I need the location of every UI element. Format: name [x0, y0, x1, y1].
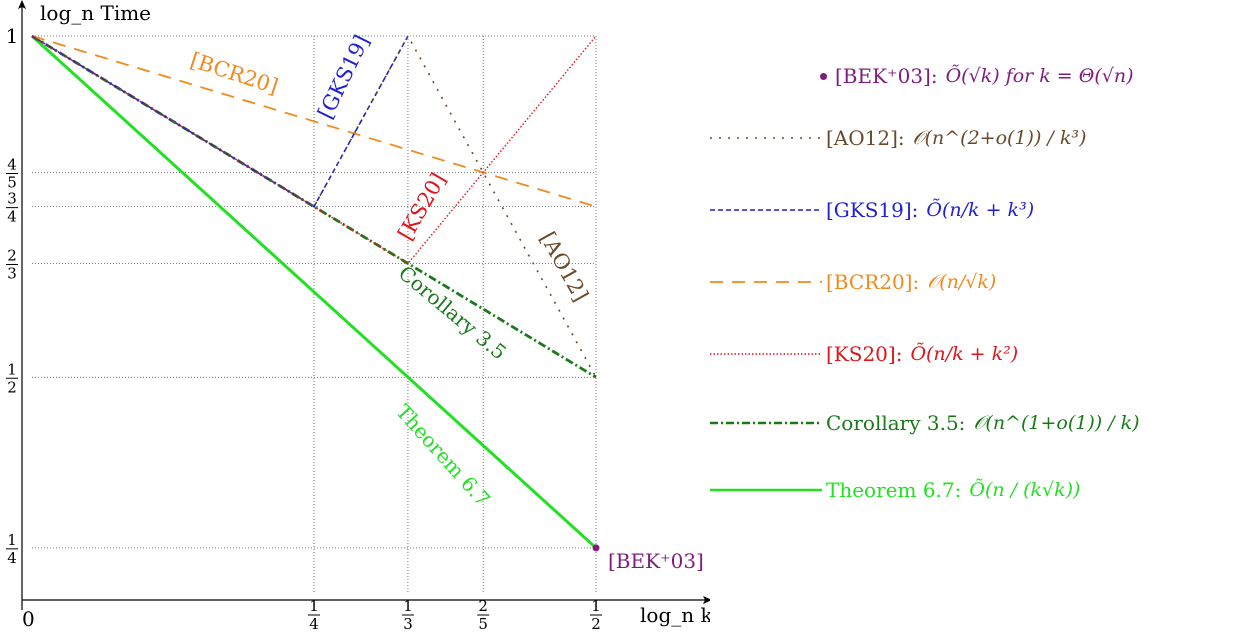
- y-tick-label-3-den: 3: [7, 264, 17, 282]
- y-tick-label-1-den: 5: [7, 174, 17, 192]
- legend-formula-ao12: 𝒪(n^(2+o(1)) / k³): [912, 127, 1087, 149]
- legend-item-ao12: [AO12]: 𝒪(n^(2+o(1)) / k³): [710, 118, 1086, 158]
- series-label-bcr20: [BCR20]: [187, 48, 281, 99]
- x-tick-label-3-num: 1: [591, 597, 601, 615]
- series-line-overlay: [31, 35, 315, 208]
- series-label-theorem: Theorem 6.7: [391, 399, 495, 511]
- x-axis-label: log_n k: [640, 603, 710, 627]
- series-label-gks19: [GKS19]: [313, 31, 374, 122]
- legend-item-gks19: [GKS19]: Õ(n/k + k³): [710, 190, 1034, 230]
- series-label-ao12: [AO12]: [535, 228, 593, 306]
- legend-line-ks20: [710, 353, 822, 355]
- series-point-bek03: [592, 544, 600, 552]
- x-axis-arrow: [703, 596, 710, 604]
- legend-label-ks20: [KS20]:: [826, 342, 903, 366]
- origin-label: 0: [22, 607, 35, 631]
- legend-item-ks20: [KS20]: Õ(n/k + k²): [710, 334, 1018, 374]
- series-line--bcr20-: [31, 35, 597, 208]
- legend-formula-theorem: Õ(n / (k√k)): [969, 479, 1081, 501]
- y-tick-label-5-den: 4: [7, 549, 17, 567]
- legend-line-corollary: [710, 421, 822, 425]
- legend-line-gks19: [710, 209, 822, 211]
- series-line--ks20-: [31, 35, 597, 265]
- legend-item-bcr20: [BCR20]: 𝒪(n/√k): [710, 262, 996, 302]
- legend-marker-bek03: [820, 72, 827, 80]
- x-tick-label-3-den: 2: [591, 615, 601, 633]
- series-label-corollary: Corollary 3.5: [394, 261, 511, 365]
- x-tick-label-1-den: 3: [403, 615, 413, 633]
- legend-label-bek03: [BEK⁺03]:: [835, 64, 938, 88]
- series-label-bek03: [BEK⁺03]: [608, 549, 704, 573]
- legend-item-bek03: [BEK⁺03]: Õ(√k) for k = Θ(√n): [820, 56, 1134, 96]
- legend-label-theorem: Theorem 6.7:: [826, 478, 962, 502]
- y-tick-label-4-num: 1: [7, 360, 17, 378]
- legend-label-gks19: [GKS19]:: [826, 198, 919, 222]
- legend-label-ao12: [AO12]:: [826, 126, 905, 150]
- legend-formula-corollary: 𝒪(n^(1+o(1)) / k): [973, 412, 1140, 434]
- y-tick-label-3-num: 2: [7, 246, 17, 264]
- series-line-corollary-3-5: [31, 34, 597, 379]
- legend-line-theorem: [710, 488, 822, 492]
- y-tick-label-2-den: 4: [7, 208, 17, 226]
- y-tick-label-2-num: 3: [7, 190, 17, 208]
- y-tick-label-1-num: 4: [7, 156, 17, 174]
- legend-item-corollary: Corollary 3.5: 𝒪(n^(1+o(1)) / k): [710, 403, 1140, 443]
- legend-line-bcr20: [710, 281, 822, 283]
- x-tick-label-2-den: 5: [478, 615, 488, 633]
- y-tick-label-4-den: 2: [7, 378, 17, 396]
- y-tick-label-5-num: 1: [7, 531, 17, 549]
- y-axis-arrow: [18, 0, 26, 9]
- series-line-theorem-6-7: [30, 34, 598, 549]
- legend-formula-bek03: Õ(√k) for k = Θ(√n): [945, 65, 1134, 87]
- legend-formula-bcr20: 𝒪(n/√k): [927, 271, 997, 293]
- legend-label-corollary: Corollary 3.5:: [826, 411, 966, 435]
- legend-formula-ks20: Õ(n/k + k²): [910, 343, 1019, 365]
- legend: [BEK⁺03]: Õ(√k) for k = Θ(√n) [AO12]: 𝒪(…: [710, 0, 1240, 636]
- y-tick-label-0: 1: [6, 24, 19, 48]
- y-axis-label: log_n Time: [40, 1, 151, 25]
- legend-label-bcr20: [BCR20]:: [826, 270, 920, 294]
- x-tick-label-0-den: 4: [309, 615, 319, 633]
- legend-item-theorem: Theorem 6.7: Õ(n / (k√k)): [710, 470, 1080, 510]
- legend-formula-gks19: Õ(n/k + k³): [926, 199, 1035, 221]
- x-tick-label-0-num: 1: [309, 597, 319, 615]
- x-tick-label-1-num: 1: [403, 597, 413, 615]
- x-tick-label-2-num: 2: [478, 597, 488, 615]
- legend-line-ao12: [710, 137, 822, 139]
